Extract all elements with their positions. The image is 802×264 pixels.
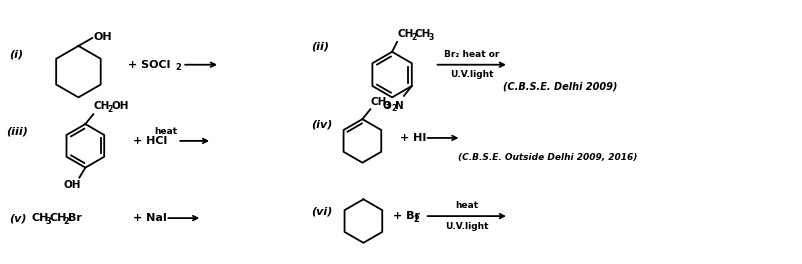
Text: 2: 2 bbox=[414, 215, 419, 224]
Text: CH: CH bbox=[415, 29, 431, 39]
Text: N: N bbox=[395, 101, 403, 111]
Text: (ii): (ii) bbox=[311, 42, 329, 52]
Text: 2: 2 bbox=[176, 63, 181, 72]
Text: CH: CH bbox=[32, 213, 49, 223]
Text: + NaI: + NaI bbox=[133, 213, 167, 223]
Text: U.V.light: U.V.light bbox=[450, 70, 493, 79]
Text: (v): (v) bbox=[9, 213, 26, 223]
Text: 3: 3 bbox=[384, 101, 390, 110]
Text: 3: 3 bbox=[46, 216, 51, 225]
Text: (i): (i) bbox=[9, 50, 23, 60]
Text: + HCl: + HCl bbox=[133, 136, 167, 146]
Text: OH: OH bbox=[93, 32, 112, 42]
Text: (iii): (iii) bbox=[6, 126, 28, 136]
Text: 2: 2 bbox=[63, 216, 70, 225]
Text: CH: CH bbox=[50, 213, 67, 223]
Text: (C.B.S.E. Delhi 2009): (C.B.S.E. Delhi 2009) bbox=[504, 82, 618, 92]
Text: OH: OH bbox=[111, 101, 128, 111]
Text: Br₂ heat or: Br₂ heat or bbox=[444, 50, 500, 59]
Text: CH: CH bbox=[93, 101, 110, 111]
Text: O: O bbox=[382, 101, 391, 111]
Text: + Br: + Br bbox=[393, 211, 420, 221]
Text: (iv): (iv) bbox=[311, 119, 332, 129]
Text: Br: Br bbox=[67, 213, 82, 223]
Text: CH: CH bbox=[397, 29, 413, 39]
Text: 2: 2 bbox=[107, 105, 112, 114]
Text: + SOCl: + SOCl bbox=[128, 60, 170, 70]
Text: heat: heat bbox=[154, 126, 177, 135]
Text: + HI: + HI bbox=[400, 133, 427, 143]
Text: 2: 2 bbox=[391, 104, 396, 113]
Text: (C.B.S.E. Outside Delhi 2009, 2016): (C.B.S.E. Outside Delhi 2009, 2016) bbox=[458, 153, 638, 162]
Text: CH: CH bbox=[371, 97, 387, 107]
Text: heat: heat bbox=[456, 201, 478, 210]
Text: 3: 3 bbox=[429, 32, 434, 41]
Text: U.V.light: U.V.light bbox=[445, 221, 488, 230]
Text: OH: OH bbox=[63, 180, 81, 190]
Text: 2: 2 bbox=[411, 32, 416, 41]
Text: (vi): (vi) bbox=[311, 206, 332, 216]
